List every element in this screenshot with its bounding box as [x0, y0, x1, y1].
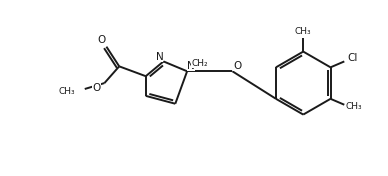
Text: CH₃: CH₃ [58, 87, 75, 96]
Text: Cl: Cl [347, 54, 357, 64]
Text: CH₃: CH₃ [295, 27, 312, 36]
Text: O: O [233, 61, 241, 71]
Text: O: O [97, 35, 106, 45]
Text: CH₃: CH₃ [346, 102, 362, 111]
Text: CH₂: CH₂ [191, 59, 208, 68]
Text: O: O [92, 83, 101, 93]
Text: N: N [156, 52, 163, 61]
Text: N: N [187, 61, 195, 71]
